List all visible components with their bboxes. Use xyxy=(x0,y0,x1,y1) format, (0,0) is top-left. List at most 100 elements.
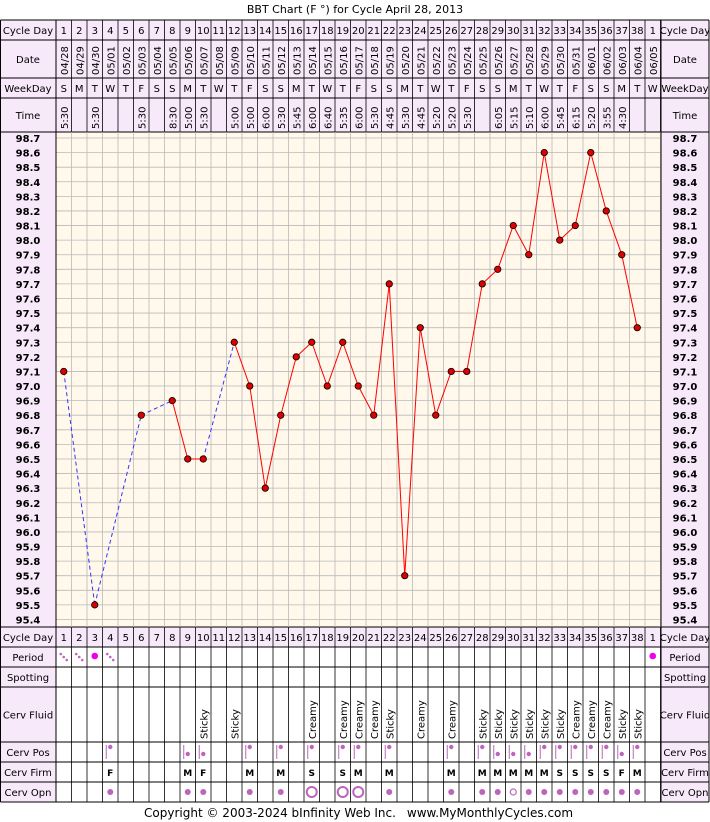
temp-line-segment xyxy=(512,225,530,255)
temp-point[interactable] xyxy=(525,251,533,259)
cycle-day-cell: 10 xyxy=(197,633,210,644)
temp-point[interactable] xyxy=(354,382,362,390)
cerv-pos-marker xyxy=(557,744,562,750)
temp-point[interactable] xyxy=(509,221,517,230)
temp-point[interactable] xyxy=(246,382,254,390)
temp-point[interactable] xyxy=(60,367,68,376)
temp-point[interactable] xyxy=(587,148,595,157)
y-tick-label-left: 96.8 xyxy=(16,411,41,422)
cerv-fluid-cell: Creamy xyxy=(587,700,598,739)
weekday-cell: S xyxy=(495,84,501,95)
cerv-pos-marker xyxy=(108,744,113,750)
temp-point[interactable] xyxy=(602,207,610,215)
temp-point[interactable] xyxy=(230,338,238,346)
weekday-cell: S xyxy=(386,84,392,95)
cerv-opn-small-marker xyxy=(634,789,641,795)
temp-point[interactable] xyxy=(339,338,347,346)
cerv-firm-cell: S xyxy=(588,769,594,779)
row-label-right: Cerv Firm xyxy=(661,768,709,779)
time-cell: 6:40 xyxy=(323,107,334,129)
temp-line-segment xyxy=(311,342,328,387)
y-tick-label-left: 97.3 xyxy=(16,338,41,349)
cycle-day-cell: 14 xyxy=(259,633,272,644)
temp-point[interactable] xyxy=(618,251,626,259)
temp-point[interactable] xyxy=(463,367,471,376)
cycle-day-cell: 8 xyxy=(169,26,175,37)
temp-point[interactable] xyxy=(478,280,486,288)
temp-point[interactable] xyxy=(416,324,424,332)
temp-point[interactable] xyxy=(385,280,393,288)
cycle-day-cell: 21 xyxy=(367,633,380,644)
weekday-cell: F xyxy=(355,84,361,95)
cerv-opn-large-marker xyxy=(352,786,365,798)
cerv-pos-marker xyxy=(247,744,252,750)
y-tick-label-right: 98.5 xyxy=(673,163,698,174)
date-cell: 05/10 xyxy=(246,46,257,75)
temp-point[interactable] xyxy=(401,572,409,580)
temp-point[interactable] xyxy=(184,455,192,463)
date-cell: 05/31 xyxy=(571,46,582,75)
cycle-day-cell: 15 xyxy=(274,633,287,644)
y-tick-label-left: 96.7 xyxy=(16,426,41,437)
cycle-day-cell: 7 xyxy=(154,26,160,37)
time-cell: 6:00 xyxy=(308,107,319,129)
time-cell: 5:35 xyxy=(339,107,350,129)
time-cell: 6:05 xyxy=(494,107,505,129)
date-cell: 05/04 xyxy=(153,46,164,75)
row-label-left: WeekDay xyxy=(4,84,51,95)
cycle-day-cell: 27 xyxy=(460,26,473,37)
time-cell: 5:30 xyxy=(137,107,148,129)
temp-point[interactable] xyxy=(432,411,440,419)
date-cell: 05/08 xyxy=(215,46,226,75)
time-cell: 4:45 xyxy=(385,107,396,129)
temp-point[interactable] xyxy=(292,353,300,361)
temp-point[interactable] xyxy=(137,411,145,419)
y-tick-label-left: 98.5 xyxy=(16,163,41,174)
time-cell: 5:45 xyxy=(292,107,303,129)
temp-point[interactable] xyxy=(323,382,331,390)
temp-point[interactable] xyxy=(447,367,455,376)
temp-point[interactable] xyxy=(91,601,99,609)
y-tick-label-left: 95.4 xyxy=(16,615,41,626)
cerv-firm-cell: M xyxy=(385,769,394,779)
y-tick-label-right: 96.5 xyxy=(673,455,698,466)
y-tick-label-right: 98.1 xyxy=(673,222,698,233)
y-tick-label-right: 98.0 xyxy=(673,236,698,247)
y-tick-label-left: 97.4 xyxy=(16,324,41,335)
temp-line-segment xyxy=(466,283,483,372)
temp-line-gap-segment xyxy=(94,415,142,605)
temp-point[interactable] xyxy=(261,484,269,492)
temp-point[interactable] xyxy=(199,455,207,463)
temp-point[interactable] xyxy=(556,236,564,244)
cycle-day-cell: 35 xyxy=(584,26,597,37)
cerv-firm-cell: M xyxy=(493,769,502,779)
date-cell: 05/30 xyxy=(556,46,567,75)
footer-copyright: Copyright © 2003-2024 bInfinity Web Inc. xyxy=(144,806,396,820)
cerv-fluid-cell: Creamy xyxy=(370,700,381,739)
cycle-day-cell: 23 xyxy=(398,633,411,644)
temp-point[interactable] xyxy=(571,221,579,230)
y-tick-label-right: 97.6 xyxy=(673,294,698,305)
cerv-firm-cell: S xyxy=(603,769,609,779)
temp-point[interactable] xyxy=(308,338,316,346)
date-cell: 06/05 xyxy=(649,46,660,75)
cerv-opn-small-marker xyxy=(448,789,455,795)
temp-line-segment xyxy=(249,385,266,489)
weekday-cell: W xyxy=(431,84,441,95)
temp-point[interactable] xyxy=(494,265,502,273)
temp-point[interactable] xyxy=(277,411,285,419)
y-tick-label-right: 97.4 xyxy=(673,324,698,335)
period-spot-marker xyxy=(105,652,109,656)
y-tick-label-right: 95.5 xyxy=(673,601,698,612)
footer-site-link[interactable]: www.MyMonthlyCycles.com xyxy=(407,806,573,820)
cerv-fluid-cell: Sticky xyxy=(525,709,536,739)
temp-point[interactable] xyxy=(540,148,548,157)
temp-point[interactable] xyxy=(633,324,641,332)
temp-point[interactable] xyxy=(168,397,176,405)
y-tick-label-right: 98.2 xyxy=(673,207,698,218)
temp-point[interactable] xyxy=(370,411,378,419)
temp-line-gap-segment xyxy=(141,400,173,416)
date-cell: 05/24 xyxy=(463,46,474,75)
row-label-right: Date xyxy=(673,55,697,66)
